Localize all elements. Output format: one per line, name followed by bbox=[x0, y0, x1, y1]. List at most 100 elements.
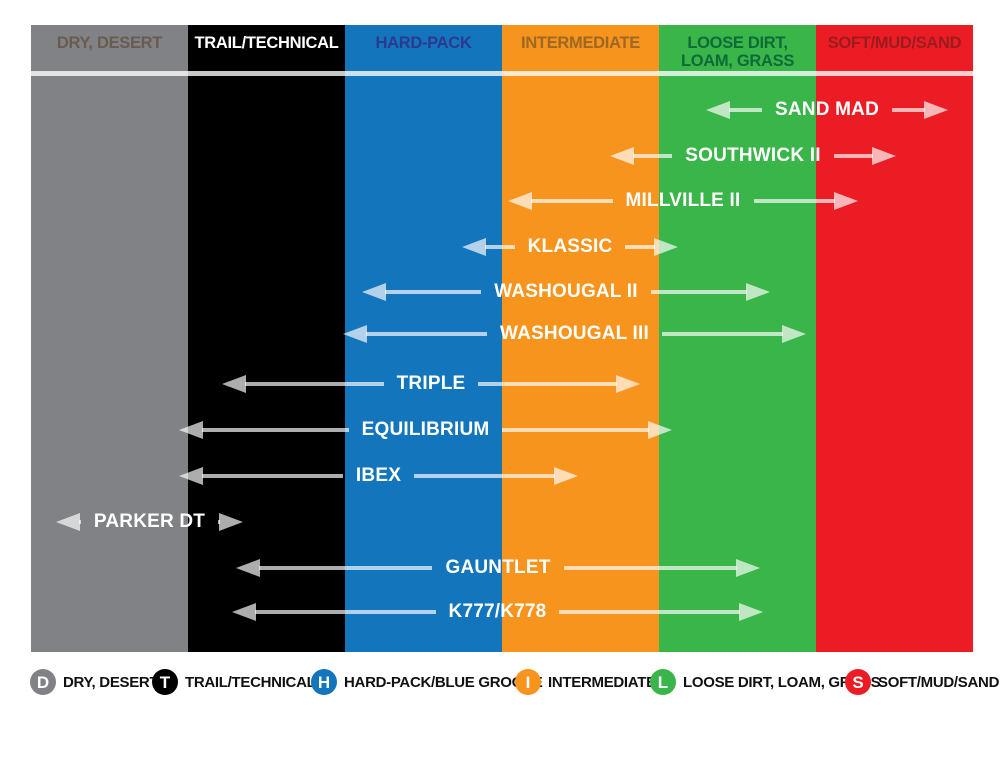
tire-name-label: MILLVILLE II bbox=[625, 190, 741, 211]
tire-name-label: EQUILIBRIUM bbox=[361, 419, 490, 440]
arrow-shaft-left bbox=[633, 154, 673, 158]
arrow-shaft-left bbox=[202, 428, 349, 432]
legend-item: T TRAIL/TECHNICAL bbox=[152, 668, 316, 696]
terrain-column-hard-pack: HARD-PACK bbox=[345, 25, 502, 652]
terrain-column-trail-technical: TRAIL/TECHNICAL bbox=[188, 25, 345, 652]
arrow-left-icon bbox=[362, 283, 386, 301]
arrow-shaft-right bbox=[559, 610, 740, 614]
legend-item: S SOFT/MUD/SAND bbox=[845, 668, 999, 696]
arrow-right-icon bbox=[746, 283, 770, 301]
arrow-shaft-right bbox=[753, 199, 836, 203]
legend-label: DRY, DESERT bbox=[63, 673, 159, 691]
arrow-shaft-right bbox=[502, 428, 649, 432]
tire-name-label: KLASSIC bbox=[527, 236, 613, 257]
terrain-column-header: HARD-PACK bbox=[375, 34, 472, 52]
arrow-right-icon bbox=[872, 147, 896, 165]
legend-label: TRAIL/TECHNICAL bbox=[185, 673, 316, 691]
legend-item: H HARD-PACK/BLUE GROOVE bbox=[311, 668, 543, 696]
tire-name-label: SAND MAD bbox=[775, 99, 879, 120]
tire-name-label: IBEX bbox=[355, 465, 402, 486]
arrow-right-icon bbox=[219, 513, 244, 531]
tire-range-row: SOUTHWICK II bbox=[610, 143, 896, 169]
terrain-letter-badge-icon: D bbox=[30, 669, 56, 695]
terrain-column-header: INTERMEDIATE bbox=[521, 34, 640, 52]
terrain-column-header: TRAIL/TECHNICAL bbox=[194, 34, 339, 52]
legend-label: HARD-PACK/BLUE GROOVE bbox=[344, 673, 543, 691]
tire-range-row: GAUNTLET bbox=[236, 555, 761, 581]
terrain-letter-badge-icon: I bbox=[515, 669, 541, 695]
arrow-shaft-left bbox=[255, 610, 436, 614]
legend-letter: H bbox=[317, 672, 331, 692]
tire-range-row: K777/K778 bbox=[232, 599, 763, 625]
terrain-column-dry-desert: DRY, DESERT bbox=[31, 25, 188, 652]
arrow-shaft-left bbox=[202, 474, 343, 478]
tire-name-label: SOUTHWICK II bbox=[685, 145, 821, 166]
arrow-shaft-right bbox=[625, 245, 656, 249]
legend-label: LOOSE DIRT, LOAM, GRASS bbox=[683, 673, 881, 691]
terrain-letter-badge-icon: L bbox=[650, 669, 676, 695]
tire-range-row: WASHOUGAL III bbox=[343, 321, 807, 347]
terrain-column-intermediate: INTERMEDIATE bbox=[502, 25, 659, 652]
tire-name-label: PARKER DT bbox=[93, 511, 206, 532]
arrow-shaft-left bbox=[531, 199, 613, 203]
arrow-shaft-right bbox=[833, 154, 873, 158]
tire-name-label: WASHOUGAL III bbox=[500, 323, 649, 344]
arrow-right-icon bbox=[654, 238, 679, 256]
terrain-column-soft-mud-sand: SOFT/MUD/SAND bbox=[816, 25, 973, 652]
tire-range-row: IBEX bbox=[179, 463, 578, 489]
arrow-left-icon bbox=[610, 147, 634, 165]
arrow-right-icon bbox=[924, 101, 948, 119]
arrow-right-icon bbox=[739, 603, 763, 621]
terrain-letter-badge-icon: H bbox=[311, 669, 337, 695]
tire-range-row: WASHOUGAL II bbox=[362, 279, 770, 305]
arrow-shaft-left bbox=[366, 332, 488, 336]
arrow-left-icon bbox=[508, 192, 532, 210]
arrow-right-icon bbox=[834, 192, 859, 210]
arrow-shaft-right bbox=[414, 474, 555, 478]
arrow-shaft-left bbox=[729, 108, 762, 112]
arrow-left-icon bbox=[343, 325, 367, 343]
legend-letter: S bbox=[852, 672, 864, 692]
arrow-shaft-left bbox=[79, 520, 81, 524]
arrow-left-icon bbox=[179, 467, 203, 485]
arrow-left-icon bbox=[179, 421, 203, 439]
legend-item: I INTERMEDIATE bbox=[515, 668, 656, 696]
arrow-shaft-right bbox=[650, 290, 747, 294]
arrow-shaft-left bbox=[245, 382, 384, 386]
tire-name-label: GAUNTLET bbox=[445, 557, 551, 578]
arrow-left-icon bbox=[222, 375, 246, 393]
tire-range-row: MILLVILLE II bbox=[508, 188, 859, 214]
tire-range-row: EQUILIBRIUM bbox=[179, 417, 672, 443]
tire-name-label: WASHOUGAL II bbox=[494, 281, 638, 302]
legend-letter: I bbox=[525, 672, 531, 692]
arrow-shaft-right bbox=[662, 332, 784, 336]
arrow-right-icon bbox=[554, 467, 578, 485]
terrain-column-header: SOFT/MUD/SAND bbox=[827, 34, 962, 52]
arrow-right-icon bbox=[616, 375, 641, 393]
legend-item: D DRY, DESERT bbox=[30, 668, 159, 696]
arrow-right-icon bbox=[736, 559, 761, 577]
terrain-letter-badge-icon: T bbox=[152, 669, 178, 695]
arrow-shaft-left bbox=[485, 245, 515, 249]
arrow-right-icon bbox=[782, 325, 807, 343]
arrow-shaft-right bbox=[563, 566, 738, 570]
arrow-shaft-left bbox=[259, 566, 433, 570]
tire-name-label: K777/K778 bbox=[448, 601, 547, 622]
tire-name-label: TRIPLE bbox=[396, 373, 466, 394]
tire-range-row: SAND MAD bbox=[706, 97, 948, 123]
legend-letter: T bbox=[159, 672, 171, 692]
arrow-shaft-right bbox=[478, 382, 618, 386]
arrow-left-icon bbox=[706, 101, 730, 119]
arrow-shaft-left bbox=[385, 290, 482, 294]
header-divider-line bbox=[31, 71, 973, 76]
tire-range-row: TRIPLE bbox=[222, 371, 641, 397]
tire-range-row: KLASSIC bbox=[462, 234, 679, 260]
arrow-left-icon bbox=[56, 513, 80, 531]
terrain-column-header: LOOSE DIRT, LOAM, GRASS bbox=[680, 34, 795, 71]
legend-letter: D bbox=[36, 672, 50, 692]
arrow-shaft-right bbox=[892, 108, 925, 112]
arrow-right-icon bbox=[648, 421, 672, 439]
legend-item: L LOOSE DIRT, LOAM, GRASS bbox=[650, 668, 881, 696]
tire-range-row: PARKER DT bbox=[56, 509, 244, 535]
arrow-left-icon bbox=[232, 603, 256, 621]
